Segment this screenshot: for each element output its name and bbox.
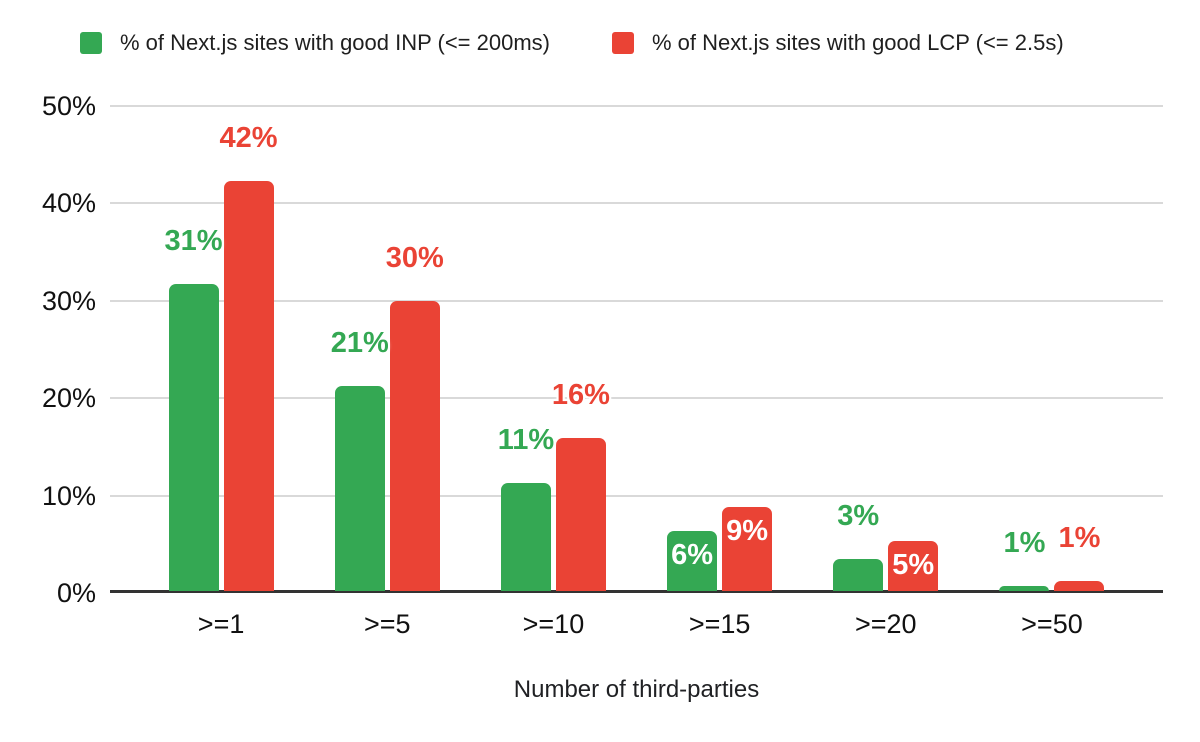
x-axis-category-label->=50: >=50 [1021, 609, 1083, 639]
bar-groups: 31% 42% 21% 30% 11% 16% 6% 9% 3% 5% 1% 1% [110, 106, 1163, 593]
bar-value-label-lcp->=5: 30% [385, 241, 444, 274]
bar-inp->=15 [667, 530, 718, 591]
bar-group->=10: 11% 16% [470, 106, 636, 593]
bar-inp->=1 [168, 284, 219, 591]
bar-inp->=10 [500, 482, 551, 591]
bar-lcp->=50 [1054, 581, 1105, 591]
gridline-20 [110, 397, 1163, 400]
bar-lcp->=10 [555, 438, 606, 591]
bar-value-label-lcp->=15: 9% [726, 515, 769, 548]
bar-inp->=5 [334, 386, 385, 591]
x-axis-category-label->=15: >=15 [688, 609, 751, 639]
x-axis-category-label->=20: >=20 [854, 609, 917, 639]
plot-area: 31% 42% 21% 30% 11% 16% 6% 9% 3% 5% 1% 1% [110, 105, 1163, 593]
y-axis-tick-label-0: 0% [56, 578, 96, 608]
y-axis-tick-label-50: 50% [41, 91, 96, 121]
inp-series-swatch-icon [80, 32, 102, 54]
chart-legend: % of Next.js sites with good INP (<= 200… [80, 30, 1064, 56]
x-axis-title: Number of third-parties [513, 676, 760, 703]
bar-value-label-lcp->=10: 16% [551, 379, 610, 412]
bar-group->=5: 21% 30% [304, 106, 470, 593]
bar-value-label-lcp->=20: 5% [892, 549, 935, 582]
y-axis-tick-label-30: 30% [41, 285, 96, 316]
x-axis-category-label->=10: >=10 [522, 609, 585, 639]
y-axis-tick-label-20: 20% [41, 383, 96, 414]
bar-inp->=50 [999, 586, 1050, 591]
bar-pair [304, 106, 470, 591]
x-axis: >=1 >=5 >=10 >=15 >=20 >=50 [110, 608, 1163, 640]
bar-group->=20: 3% 5% [803, 106, 969, 593]
bar-lcp->=15 [722, 507, 773, 591]
bar-lcp->=1 [223, 180, 274, 591]
legend-label-inp: % of Next.js sites with good INP (<= 200… [120, 30, 550, 55]
bar-value-label-inp->=15: 6% [671, 538, 714, 571]
bar-lcp->=5 [389, 300, 440, 591]
bar-inp->=20 [833, 558, 884, 591]
gridline-30 [110, 299, 1163, 302]
x-axis-baseline [110, 590, 1163, 593]
bar-value-label-inp->=50: 1% [1003, 527, 1046, 560]
bar-value-label-lcp->=50: 1% [1058, 522, 1101, 555]
legend-item-inp: % of Next.js sites with good INP (<= 200… [80, 30, 550, 56]
gridline-50 [110, 105, 1163, 107]
y-axis-tick-label-40: 40% [41, 188, 96, 219]
bar-pair [637, 106, 803, 591]
bar-group->=50: 1% 1% [969, 106, 1135, 593]
legend-item-lcp: % of Next.js sites with good LCP (<= 2.5… [612, 30, 1064, 56]
y-axis-tick-label-10: 10% [41, 480, 96, 511]
lcp-series-swatch-icon [612, 32, 634, 54]
bar-value-label-inp->=10: 11% [497, 423, 555, 456]
bar-value-label-inp->=5: 21% [330, 327, 389, 360]
bar-pair [803, 106, 969, 591]
bar-pair [470, 106, 636, 591]
gridline-40 [110, 202, 1163, 205]
bar-lcp->=20 [888, 541, 939, 591]
bar-value-label-inp->=1: 31% [164, 225, 223, 258]
bar-group->=15: 6% 9% [637, 106, 803, 593]
bar-pair [138, 106, 304, 591]
bar-value-label-lcp->=1: 42% [219, 121, 278, 154]
bar-group->=1: 31% 42% [138, 106, 304, 593]
bar-value-label-inp->=20: 3% [837, 499, 880, 532]
bar-pair [969, 106, 1135, 591]
x-axis-category-label->=1: >=1 [197, 609, 245, 639]
gridline-10 [110, 494, 1163, 497]
legend-label-lcp: % of Next.js sites with good LCP (<= 2.5… [652, 30, 1064, 55]
x-axis-category-label->=5: >=5 [363, 609, 411, 639]
